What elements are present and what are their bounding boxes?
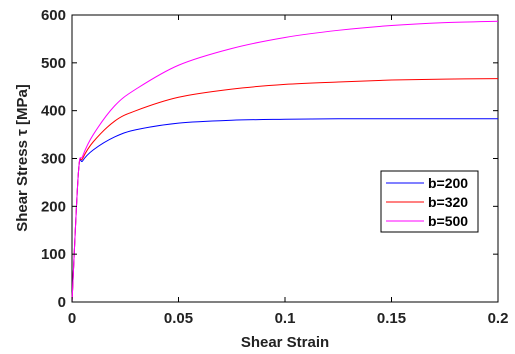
y-tick-label: 600 [41, 7, 66, 24]
x-axis-label: Shear Strain [241, 334, 329, 351]
plot-area [71, 14, 499, 303]
y-tick-label: 200 [41, 198, 66, 215]
y-axis-label: Shear Stress τ [MPa] [14, 84, 31, 232]
y-tick-label: 100 [41, 246, 66, 263]
axes-box [71, 14, 499, 303]
legend: b=200 b=320 b=500 [380, 170, 479, 233]
legend-label: b=320 [428, 194, 468, 210]
y-tick-label: 300 [41, 151, 66, 168]
y-axis-ticks: 0 100 200 300 400 500 600 [41, 7, 498, 311]
series-group [71, 20, 499, 303]
x-tick-label: 0.2 [488, 310, 509, 327]
legend-label: b=200 [428, 175, 468, 191]
x-tick-label: 0 [68, 310, 76, 327]
y-tick-label: 500 [41, 55, 66, 72]
legend-label: b=500 [428, 213, 468, 229]
y-tick-label: 0 [58, 294, 66, 311]
x-axis-ticks: 0 0.05 0.1 0.15 0.2 [68, 15, 509, 327]
x-tick-label: 0.15 [377, 310, 406, 327]
x-tick-label: 0.05 [164, 310, 193, 327]
series-line-b-320 [71, 78, 499, 303]
series-line-b-200 [71, 118, 498, 303]
x-tick-label: 0.1 [275, 310, 296, 327]
series-line-b-500 [71, 20, 499, 303]
y-tick-label: 400 [41, 103, 66, 120]
